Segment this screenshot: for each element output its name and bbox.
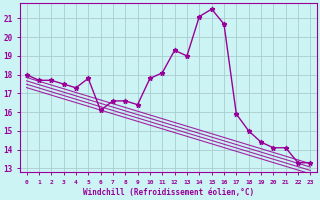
- X-axis label: Windchill (Refroidissement éolien,°C): Windchill (Refroidissement éolien,°C): [83, 188, 254, 197]
